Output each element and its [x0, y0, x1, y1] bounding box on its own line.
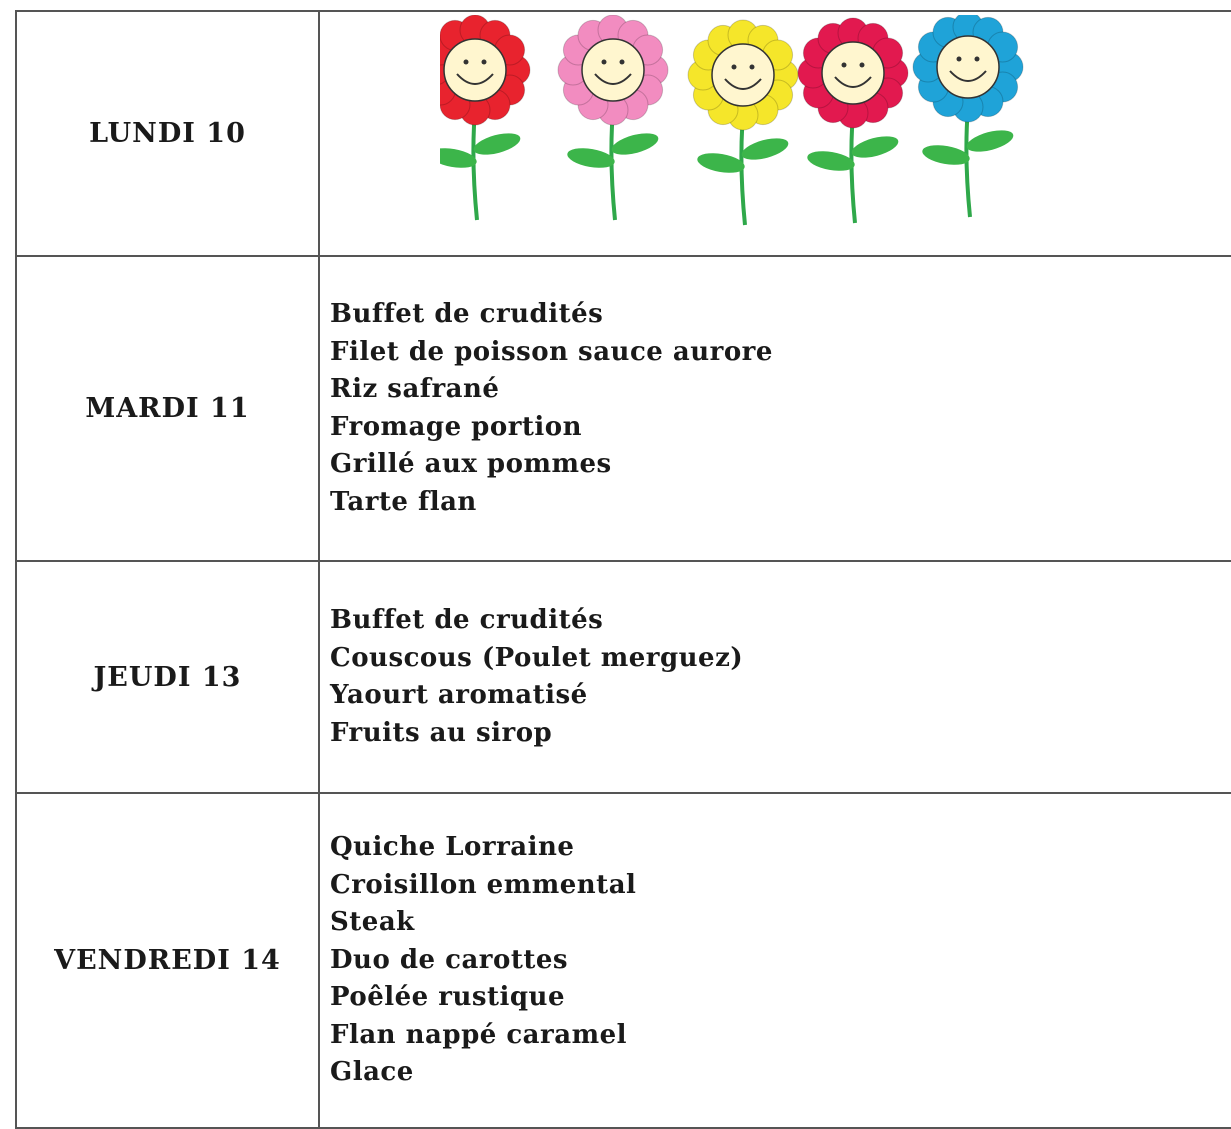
menu-row: MARDI 11 Buffet de crudités Filet de poiss…: [17, 257, 1231, 562]
flower: [556, 15, 670, 222]
menu-row: LUNDI 10: [17, 12, 1231, 257]
menu-row: JEUDI 13 Buffet de crudités Couscous (Poul…: [17, 562, 1231, 794]
menu-item: Glace: [330, 1057, 414, 1088]
flower: [440, 15, 532, 222]
menu-item: Duo de carottes: [330, 944, 569, 975]
menu-items: Buffet de crudités Couscous (Poulet mergu…: [320, 562, 1231, 792]
menu-row: VENDREDI 14 Quiche Lorraine Croisillon emm…: [17, 794, 1231, 1129]
menu-item: Yaourt aromatisé: [330, 680, 588, 710]
menu-item: Tarte flan: [330, 486, 477, 517]
day-label: LUNDI 10: [17, 12, 320, 255]
flowers-illustration: [440, 15, 1025, 227]
menu-item: Buffet de crudités: [330, 299, 604, 329]
day-label: MARDI 11: [17, 257, 320, 560]
menu-item: Steak: [330, 907, 415, 938]
menu-item: Flan nappé caramel: [330, 1019, 627, 1050]
menu-item: Buffet de crudités: [330, 605, 604, 635]
day-label: JEUDI 13: [17, 562, 320, 792]
menu-item: Fruits au sirop: [330, 717, 553, 748]
menu-table: LUNDI 10 MARDI 11 Buffet de crudités Filet …: [15, 10, 1231, 1129]
menu-item: Riz safrané: [330, 374, 500, 404]
menu-item: Grillé aux pommes: [330, 449, 612, 479]
menu-item: Filet de poisson sauce aurore: [330, 336, 773, 367]
flower: [911, 15, 1025, 219]
menu-item: Croisillon emmental: [330, 869, 637, 900]
menu-items: Quiche Lorraine Croisillon emmental Steak D…: [320, 794, 1231, 1127]
menu-item: Couscous (Poulet merguez): [330, 642, 744, 673]
flower: [796, 16, 910, 225]
menu-item: Quiche Lorraine: [330, 832, 575, 863]
day-label: VENDREDI 14: [17, 794, 320, 1127]
menu-item: Fromage portion: [330, 411, 583, 442]
menu-item: Poêlée rustique: [330, 982, 565, 1013]
flower: [686, 18, 800, 227]
menu-items: Buffet de crudités Filet de poisson sauce…: [320, 257, 1231, 560]
